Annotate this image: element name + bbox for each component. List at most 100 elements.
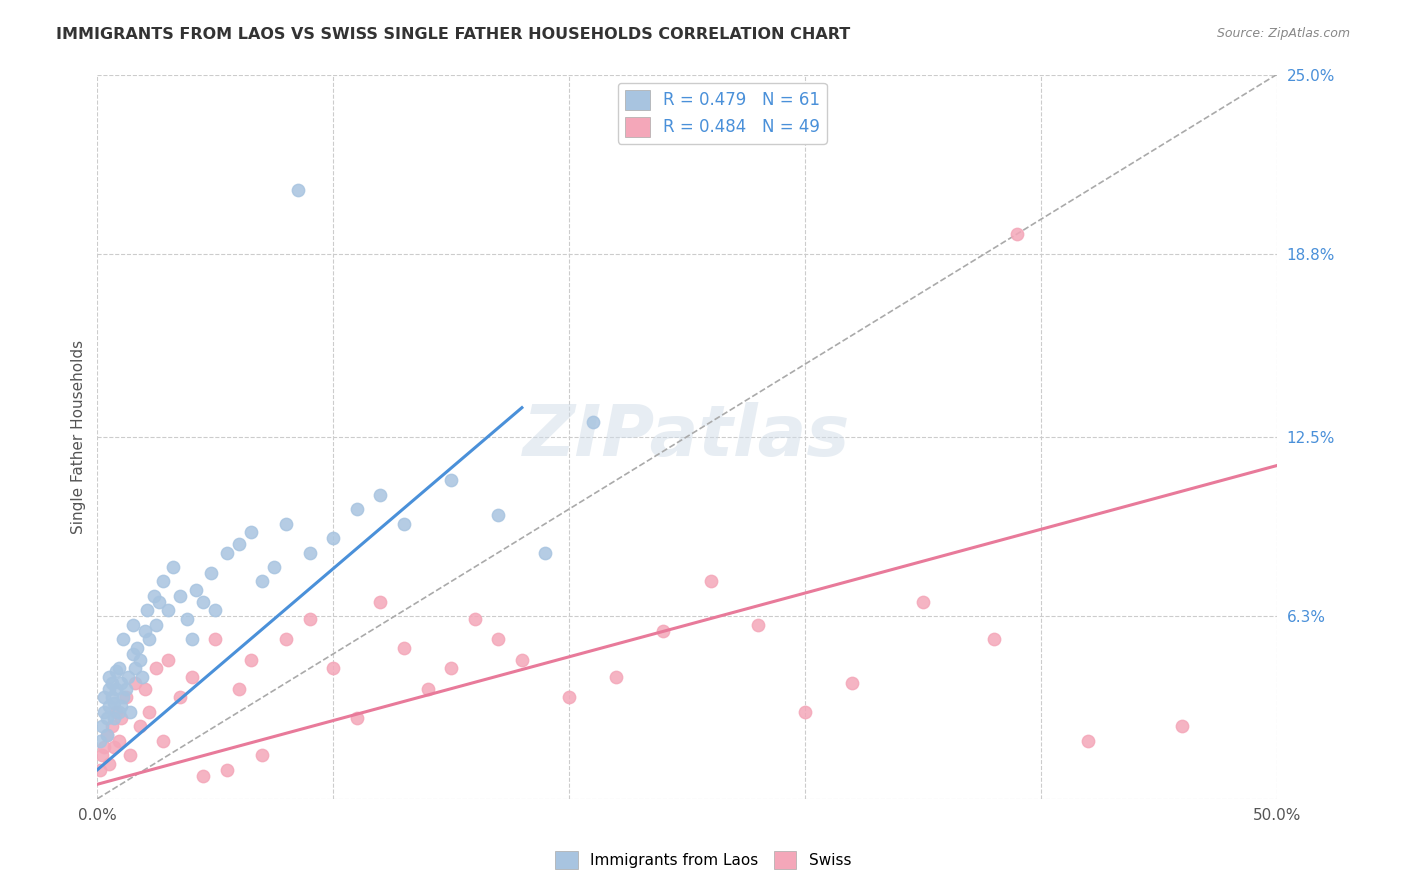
Point <box>103 696 125 710</box>
Point <box>252 748 274 763</box>
Point <box>983 632 1005 647</box>
Point <box>145 661 167 675</box>
Point <box>121 618 143 632</box>
Point <box>180 670 202 684</box>
Point <box>91 748 114 763</box>
Point <box>274 632 297 647</box>
Point <box>287 183 309 197</box>
Point <box>152 734 174 748</box>
Point <box>114 681 136 696</box>
Point <box>652 624 675 638</box>
Point <box>176 612 198 626</box>
Point <box>89 734 111 748</box>
Point <box>228 681 250 696</box>
Point <box>110 699 132 714</box>
Point <box>120 705 142 719</box>
Point <box>107 661 129 675</box>
Point <box>148 595 170 609</box>
Point <box>117 670 139 684</box>
Point <box>105 681 128 696</box>
Y-axis label: Single Father Households: Single Father Households <box>72 340 86 533</box>
Point <box>322 661 344 675</box>
Point <box>93 705 115 719</box>
Point <box>440 661 463 675</box>
Point <box>93 739 115 754</box>
Point <box>200 566 222 580</box>
Point <box>112 632 135 647</box>
Point <box>204 603 226 617</box>
Point <box>100 690 122 705</box>
Point <box>298 612 321 626</box>
Point <box>346 502 368 516</box>
Point <box>134 681 156 696</box>
Point <box>534 545 557 559</box>
Point <box>346 711 368 725</box>
Point <box>186 583 208 598</box>
Point <box>89 763 111 777</box>
Point <box>193 595 215 609</box>
Text: ZIPatlas: ZIPatlas <box>523 402 851 471</box>
Point <box>157 603 180 617</box>
Point <box>1077 734 1099 748</box>
Point <box>127 641 149 656</box>
Legend: Immigrants from Laos, Swiss: Immigrants from Laos, Swiss <box>548 845 858 875</box>
Point <box>98 670 121 684</box>
Point <box>416 681 439 696</box>
Point <box>263 560 285 574</box>
Point <box>582 415 605 429</box>
Point <box>180 632 202 647</box>
Point <box>131 670 153 684</box>
Point <box>239 525 262 540</box>
Point <box>392 641 415 656</box>
Point <box>110 676 132 690</box>
Point <box>128 653 150 667</box>
Point <box>128 719 150 733</box>
Point <box>105 665 128 679</box>
Point <box>103 711 125 725</box>
Point <box>370 595 392 609</box>
Point <box>96 728 118 742</box>
Point <box>605 670 627 684</box>
Point <box>794 705 817 719</box>
Point <box>486 632 509 647</box>
Point <box>486 508 509 522</box>
Point <box>1171 719 1194 733</box>
Legend: R = 0.479   N = 61, R = 0.484   N = 49: R = 0.479 N = 61, R = 0.484 N = 49 <box>619 83 827 144</box>
Point <box>107 734 129 748</box>
Point <box>298 545 321 559</box>
Point <box>162 560 184 574</box>
Point <box>239 653 262 667</box>
Point <box>1005 227 1028 241</box>
Point <box>91 719 114 733</box>
Point <box>204 632 226 647</box>
Point <box>96 711 118 725</box>
Point <box>105 705 128 719</box>
Point <box>169 690 191 705</box>
Point <box>699 574 721 589</box>
Point <box>228 537 250 551</box>
Point <box>114 690 136 705</box>
Point <box>124 661 146 675</box>
Point <box>110 711 132 725</box>
Point <box>103 739 125 754</box>
Point <box>510 653 533 667</box>
Point <box>134 624 156 638</box>
Point <box>93 690 115 705</box>
Point <box>138 705 160 719</box>
Point <box>120 748 142 763</box>
Point <box>558 690 581 705</box>
Point <box>841 676 863 690</box>
Point <box>98 681 121 696</box>
Point <box>322 531 344 545</box>
Point <box>152 574 174 589</box>
Text: Source: ZipAtlas.com: Source: ZipAtlas.com <box>1216 27 1350 40</box>
Point <box>169 589 191 603</box>
Point <box>135 603 157 617</box>
Point <box>217 763 239 777</box>
Point <box>217 545 239 559</box>
Point <box>145 618 167 632</box>
Point <box>121 647 143 661</box>
Point <box>143 589 166 603</box>
Point <box>440 473 463 487</box>
Point <box>98 756 121 771</box>
